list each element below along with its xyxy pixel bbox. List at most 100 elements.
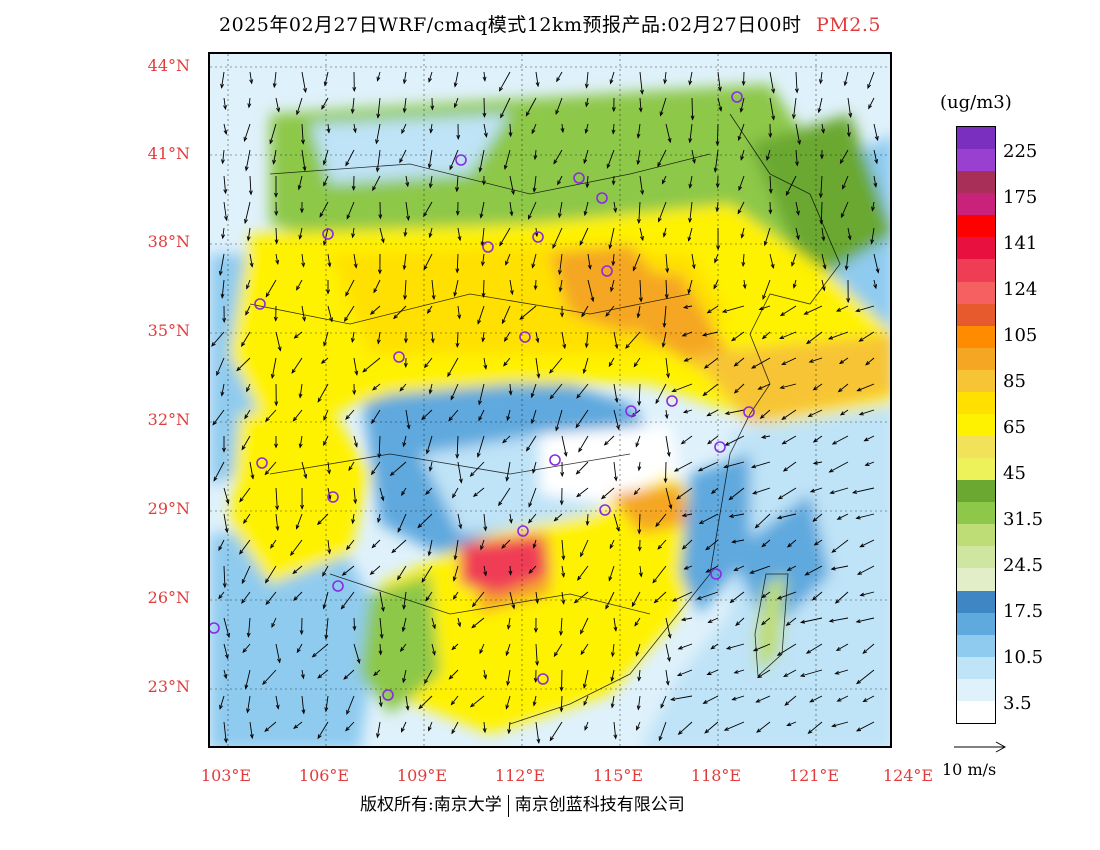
legend-swatch xyxy=(957,127,995,150)
wind-arrow xyxy=(509,175,515,195)
wind-arrow-head xyxy=(781,415,787,421)
wind-arrow xyxy=(717,97,722,111)
wind-arrow-head xyxy=(402,442,407,448)
wind-arrow-head xyxy=(401,491,406,497)
wind-arrow-head xyxy=(317,397,322,403)
wind-arrow-head xyxy=(350,337,355,344)
wind-arrow-head xyxy=(450,395,455,401)
wind-arrow xyxy=(323,149,329,165)
wind-arrow-head xyxy=(449,165,454,171)
wind-arrow xyxy=(275,253,279,264)
wind-arrow xyxy=(271,357,277,378)
wind-arrow xyxy=(580,643,589,655)
wind-arrow xyxy=(674,461,693,472)
wind-arrow xyxy=(554,513,563,522)
wind-arrow xyxy=(393,305,407,319)
wind-arrow xyxy=(218,591,225,599)
wind-arrow-head xyxy=(715,183,720,189)
wind-arrow xyxy=(604,435,615,446)
wind-arrow xyxy=(706,565,719,573)
wind-arrow-head xyxy=(456,134,461,140)
wind-arrow xyxy=(635,643,641,656)
wind-arrow-head xyxy=(560,472,565,478)
wind-arrow xyxy=(501,539,511,549)
copyright-right: 南京创蓝科技有限公司 xyxy=(514,795,685,815)
wind-arrow-head xyxy=(873,182,878,188)
wind-arrow xyxy=(425,487,433,495)
wind-arrow-head xyxy=(733,669,739,674)
wind-arrow-head xyxy=(625,344,630,349)
wind-arrow xyxy=(470,695,485,708)
lon-label-115: 115°E xyxy=(592,766,644,785)
wind-arrow xyxy=(873,253,879,273)
wind-arrow-head xyxy=(221,234,226,240)
lat-label-32: 32°N xyxy=(147,410,190,429)
wind-arrow-head xyxy=(403,231,408,238)
wind-arrow xyxy=(264,721,277,732)
wind-arrow xyxy=(352,227,355,238)
wind-arrow xyxy=(505,695,511,709)
wind-arrow xyxy=(780,305,797,316)
wind-arrow-head xyxy=(423,212,428,218)
wind-arrow-head xyxy=(317,734,322,740)
wind-arrow xyxy=(223,617,230,638)
wind-arrow xyxy=(246,383,251,392)
wind-arrow-head xyxy=(581,312,586,318)
wind-arrow xyxy=(782,357,797,365)
wind-arrow xyxy=(665,357,669,378)
wind-arrow xyxy=(471,617,485,628)
wind-arrow xyxy=(710,643,719,650)
wind-arrow-head xyxy=(378,650,383,656)
wind-arrow xyxy=(751,357,771,369)
wind-arrow xyxy=(509,513,512,523)
wind-arrow-head xyxy=(776,515,782,520)
wind-arrow xyxy=(751,461,771,468)
wind-arrow xyxy=(457,305,461,319)
legend-label: 225 xyxy=(1003,141,1038,162)
wind-reference-label: 10 m/s xyxy=(942,760,997,779)
wind-arrow xyxy=(795,201,800,215)
lon-label-109: 109°E xyxy=(396,766,448,785)
wind-arrow-head xyxy=(372,186,377,192)
wind-arrow-head xyxy=(858,411,864,416)
wind-arrow xyxy=(528,487,537,507)
wind-arrow xyxy=(533,175,537,192)
wind-arrow-head xyxy=(421,415,426,421)
wind-arrow xyxy=(246,279,251,289)
wind-arrow-head xyxy=(371,386,377,391)
wind-arrow-head xyxy=(448,416,453,422)
wind-arrow xyxy=(809,357,823,363)
wind-arrow-head xyxy=(224,528,229,534)
wind-arrow xyxy=(241,591,251,604)
wind-arrow xyxy=(429,461,433,471)
legend-swatch xyxy=(957,413,995,437)
wind-arrow xyxy=(506,461,511,481)
lon-label-112: 112°E xyxy=(494,766,546,785)
wind-arrow-head xyxy=(640,236,644,242)
wind-arrow-head xyxy=(831,723,837,728)
wind-arrow xyxy=(809,695,823,703)
wind-arrow xyxy=(275,331,281,351)
wind-arrow-head xyxy=(740,155,745,161)
wind-arrow-head xyxy=(375,139,379,145)
wind-arrow xyxy=(479,149,485,172)
wind-arrow-head xyxy=(682,304,689,309)
wind-arrow-head xyxy=(559,707,564,713)
wind-arrow-head xyxy=(670,697,676,702)
wind-arrow-head xyxy=(705,545,711,551)
wind-arrow-head xyxy=(688,217,692,224)
wind-arrow xyxy=(379,227,385,243)
wind-arrow xyxy=(793,279,797,288)
wind-arrow xyxy=(244,409,251,419)
wind-arrow-head xyxy=(652,578,657,584)
wind-arrow xyxy=(561,123,564,133)
wind-arrow xyxy=(376,149,381,172)
wind-arrow xyxy=(273,149,277,164)
wind-arrow-head xyxy=(583,158,588,165)
wind-arrow xyxy=(691,253,695,269)
wind-arrow-head xyxy=(535,661,540,667)
wind-arrow xyxy=(865,357,875,366)
wind-arrow xyxy=(399,383,407,392)
wind-arrow-head xyxy=(477,319,482,325)
wind-arrow xyxy=(681,617,693,621)
